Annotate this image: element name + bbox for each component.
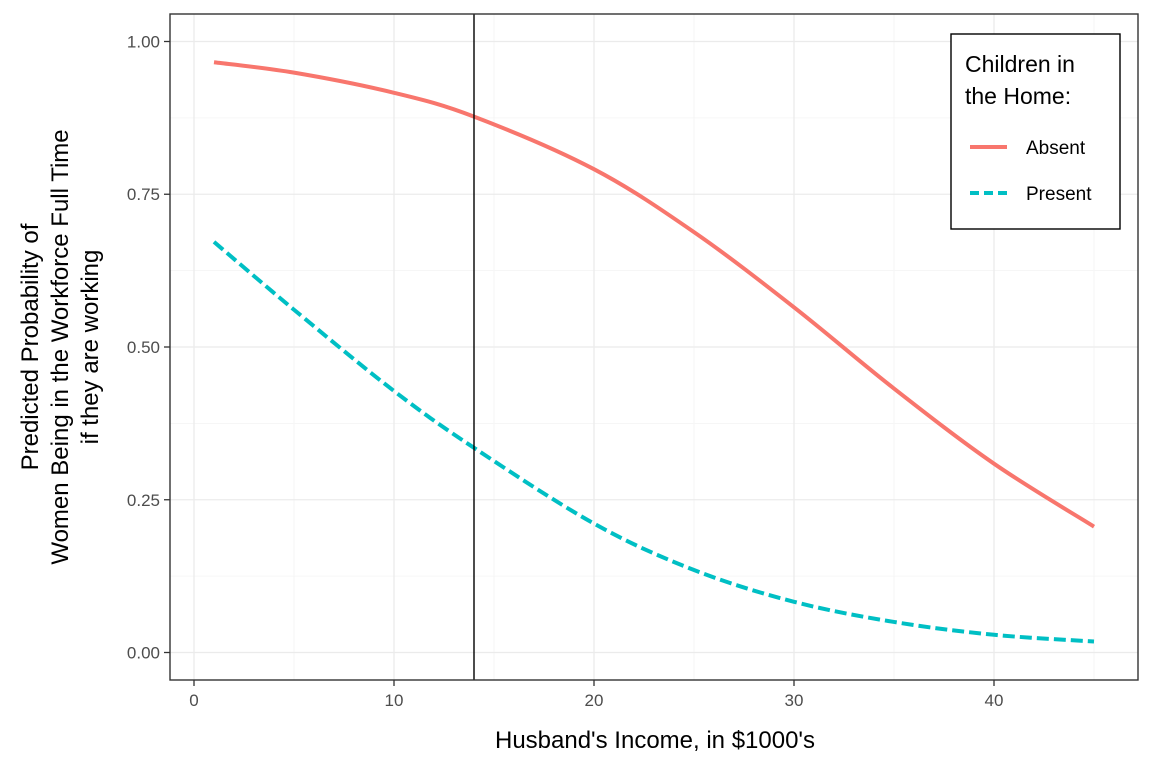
legend-label-absent: Absent	[1026, 138, 1086, 159]
y-tick-label: 1.00	[127, 32, 160, 51]
y-axis-title: Predicted Probability of Women Being in …	[17, 129, 104, 564]
y-tick-label: 0.75	[127, 185, 160, 204]
y-tick-label: 0.50	[127, 338, 160, 357]
y-axis: 0.00 0.25 0.50 0.75 1.00	[127, 32, 170, 663]
series-layer	[212, 60, 1096, 644]
y-axis-title-line-2: Women Being in the Workforce Full Time	[47, 129, 74, 564]
x-axis: 0 10 20 30 40	[189, 680, 1003, 710]
major-gridlines	[170, 14, 1138, 680]
legend-title-line-1: Children in	[965, 51, 1075, 77]
y-tick-label: 0.00	[127, 644, 160, 663]
series-line-present	[212, 240, 1095, 644]
legend: Children in the Home: Absent Present	[950, 33, 1121, 230]
y-axis-title-line-1: Predicted Probability of	[17, 223, 44, 470]
y-tick-label: 0.25	[127, 491, 160, 510]
series-line-absent	[213, 60, 1096, 529]
x-tick-label: 30	[785, 691, 804, 710]
legend-label-present: Present	[1026, 184, 1092, 205]
y-axis-title-line-3: if they are working	[77, 250, 104, 445]
x-tick-label: 40	[985, 691, 1004, 710]
x-tick-label: 0	[189, 691, 198, 710]
x-axis-title: Husband's Income, in $1000's	[495, 727, 815, 754]
x-tick-label: 10	[385, 691, 404, 710]
legend-box	[950, 33, 1121, 230]
legend-title-line-2: the Home:	[965, 83, 1071, 109]
x-tick-label: 20	[585, 691, 604, 710]
